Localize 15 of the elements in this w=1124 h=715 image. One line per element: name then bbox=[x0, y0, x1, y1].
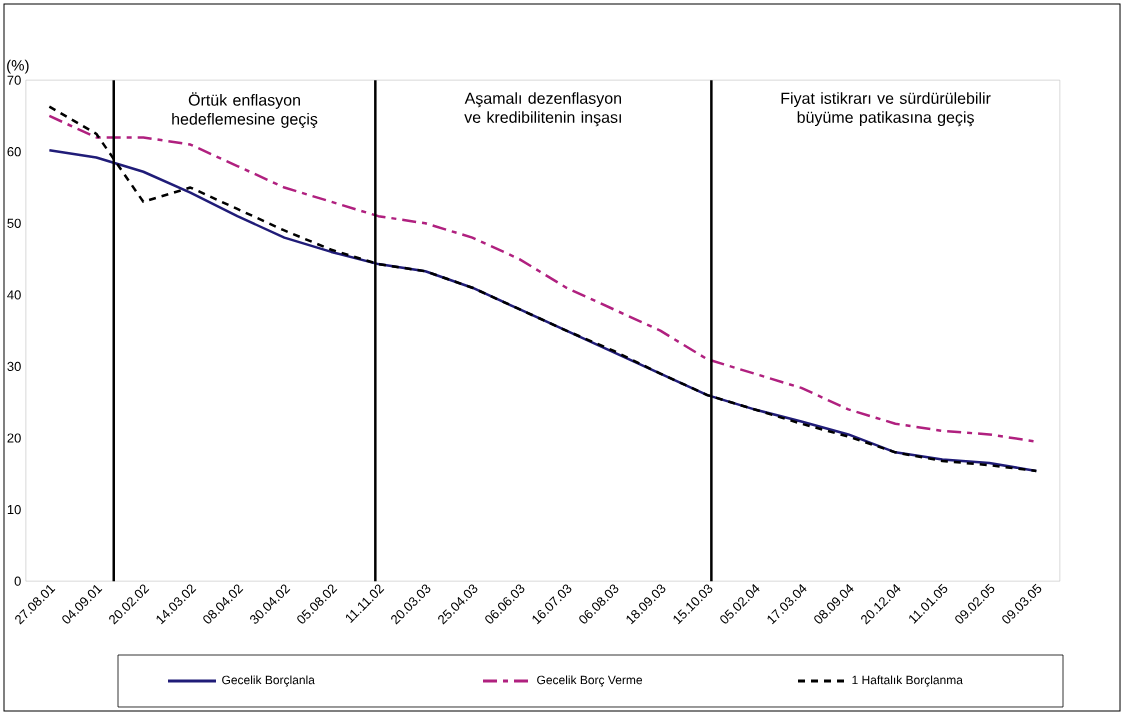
y-tick-label: 10 bbox=[7, 504, 21, 515]
y-tick-label: 0 bbox=[14, 576, 21, 586]
legend-label: Gecelik Borç Verme bbox=[537, 675, 643, 687]
y-tick-label: 70 bbox=[7, 75, 21, 85]
y-tick-label: 60 bbox=[7, 147, 21, 157]
y-axis-title: (%) bbox=[7, 59, 29, 74]
y-tick-label: 30 bbox=[7, 361, 21, 372]
legend-label: Gecelik Borçlanla bbox=[222, 675, 315, 687]
y-tick-label: 40 bbox=[7, 290, 21, 300]
annotation: Örtük enflasyon hedeflemesine geçiş bbox=[172, 92, 318, 128]
y-tick-label: 50 bbox=[7, 218, 21, 228]
y-tick-label: 20 bbox=[7, 433, 21, 443]
legend-label: 1 Haftalık Borçlanma bbox=[852, 675, 963, 687]
annotation: Fiyat istikrarı ve sürdürülebilir büyüme patikasına geçiş bbox=[781, 92, 991, 127]
annotation: Aşamalı dezenflasyon ve kredibilitenin inşası bbox=[464, 92, 621, 127]
